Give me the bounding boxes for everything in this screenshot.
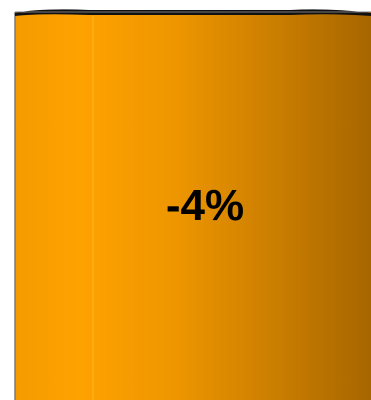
bar-body	[15, 12, 371, 400]
bar-top-rim	[15, 9, 371, 16]
bar-value-label: -4%	[165, 181, 245, 230]
